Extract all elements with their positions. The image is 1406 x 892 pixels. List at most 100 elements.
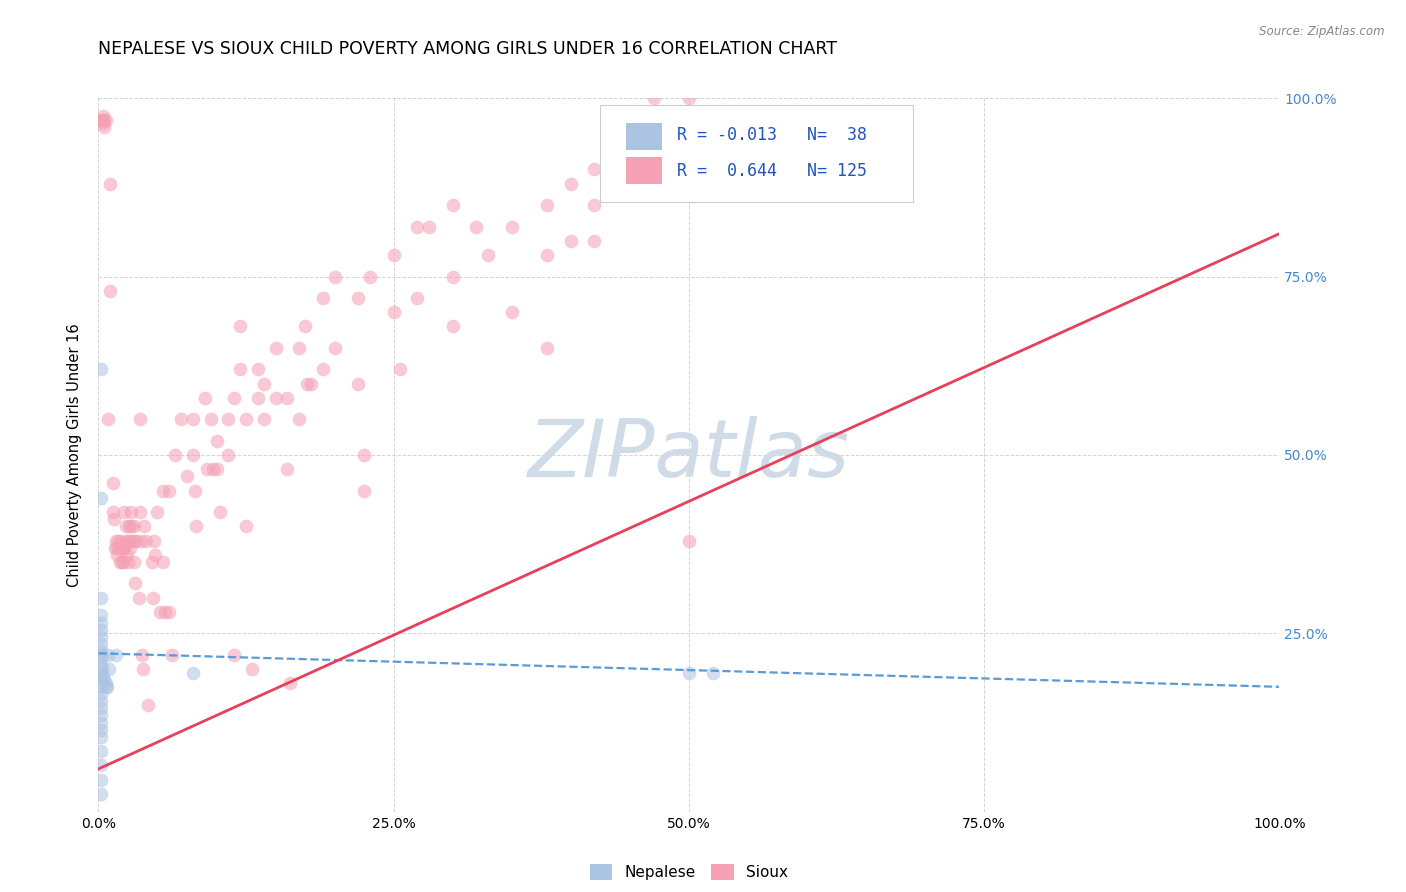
Point (619, 177, 641, 191)
Point (406, 219, 429, 234)
Point (253, 376, 276, 391)
Point (90, 787, 112, 801)
Point (124, 576, 146, 591)
Point (134, 519, 156, 533)
Point (90, 658, 112, 673)
Text: R = -0.013   N=  38: R = -0.013 N= 38 (678, 127, 868, 145)
Point (111, 541, 134, 555)
Point (121, 519, 143, 533)
Point (186, 519, 208, 533)
Point (323, 341, 346, 355)
Point (536, 341, 558, 355)
Point (143, 548, 166, 562)
Point (90, 715, 112, 730)
Point (152, 555, 174, 569)
Point (135, 533, 157, 548)
Point (583, 198, 606, 212)
Point (122, 519, 145, 533)
Point (441, 269, 464, 284)
Point (176, 469, 198, 483)
Point (129, 533, 152, 548)
Point (347, 376, 370, 391)
Point (90, 744, 112, 758)
Point (406, 291, 429, 305)
Point (112, 555, 135, 569)
Point (105, 648, 128, 662)
Point (90, 772, 112, 787)
Point (465, 219, 488, 234)
Point (110, 533, 132, 548)
Bar (626, 157, 662, 185)
Point (112, 541, 135, 555)
Point (98, 284, 121, 298)
Point (678, 533, 700, 548)
Point (294, 319, 316, 334)
Point (114, 533, 136, 548)
Point (90, 665, 112, 680)
Point (441, 198, 464, 212)
Point (246, 362, 269, 376)
Point (90, 615, 112, 630)
Text: ZIPatlas: ZIPatlas (527, 416, 851, 494)
Point (353, 448, 375, 462)
Point (678, 162, 700, 177)
Point (264, 341, 287, 355)
Point (121, 533, 143, 548)
Point (209, 505, 232, 519)
Point (98, 177, 121, 191)
Point (122, 555, 145, 569)
Point (90, 708, 112, 723)
Point (104, 541, 127, 555)
Point (91, 116, 114, 130)
Point (181, 412, 204, 426)
Point (90, 680, 112, 694)
Point (235, 519, 257, 533)
Point (195, 462, 218, 476)
Legend: Nepalese, Sioux: Nepalese, Sioux (583, 858, 794, 886)
Y-axis label: Child Poverty Among Girls Under 16: Child Poverty Among Girls Under 16 (67, 323, 83, 587)
Point (264, 391, 287, 405)
Point (91, 112, 114, 127)
Point (142, 591, 165, 605)
Point (90, 608, 112, 623)
Point (111, 555, 134, 569)
Point (312, 362, 335, 376)
Point (91, 662, 114, 676)
Point (643, 91, 665, 105)
Point (90, 687, 112, 701)
Point (382, 248, 405, 262)
Point (94, 676, 117, 690)
Point (90, 623, 112, 637)
Point (131, 648, 153, 662)
Point (128, 412, 150, 426)
Point (678, 127, 700, 141)
Point (91, 669, 114, 683)
Point (288, 341, 311, 355)
Point (125, 533, 148, 548)
Point (153, 605, 176, 619)
Point (90, 644, 112, 658)
Point (90, 362, 112, 376)
Point (165, 448, 187, 462)
Point (105, 541, 128, 555)
Point (181, 665, 204, 680)
Point (200, 412, 222, 426)
Point (583, 162, 606, 177)
Point (90, 637, 112, 651)
Point (382, 305, 405, 319)
Point (253, 412, 276, 426)
Point (142, 533, 165, 548)
Point (90, 673, 112, 687)
Point (118, 519, 141, 533)
Point (702, 665, 724, 680)
Point (90, 491, 112, 505)
Point (96, 680, 118, 694)
Point (98, 662, 121, 676)
Point (323, 269, 346, 284)
Point (115, 548, 138, 562)
Point (181, 448, 204, 462)
Point (299, 376, 322, 391)
Point (90, 730, 112, 744)
Point (90, 701, 112, 715)
Point (297, 376, 319, 391)
